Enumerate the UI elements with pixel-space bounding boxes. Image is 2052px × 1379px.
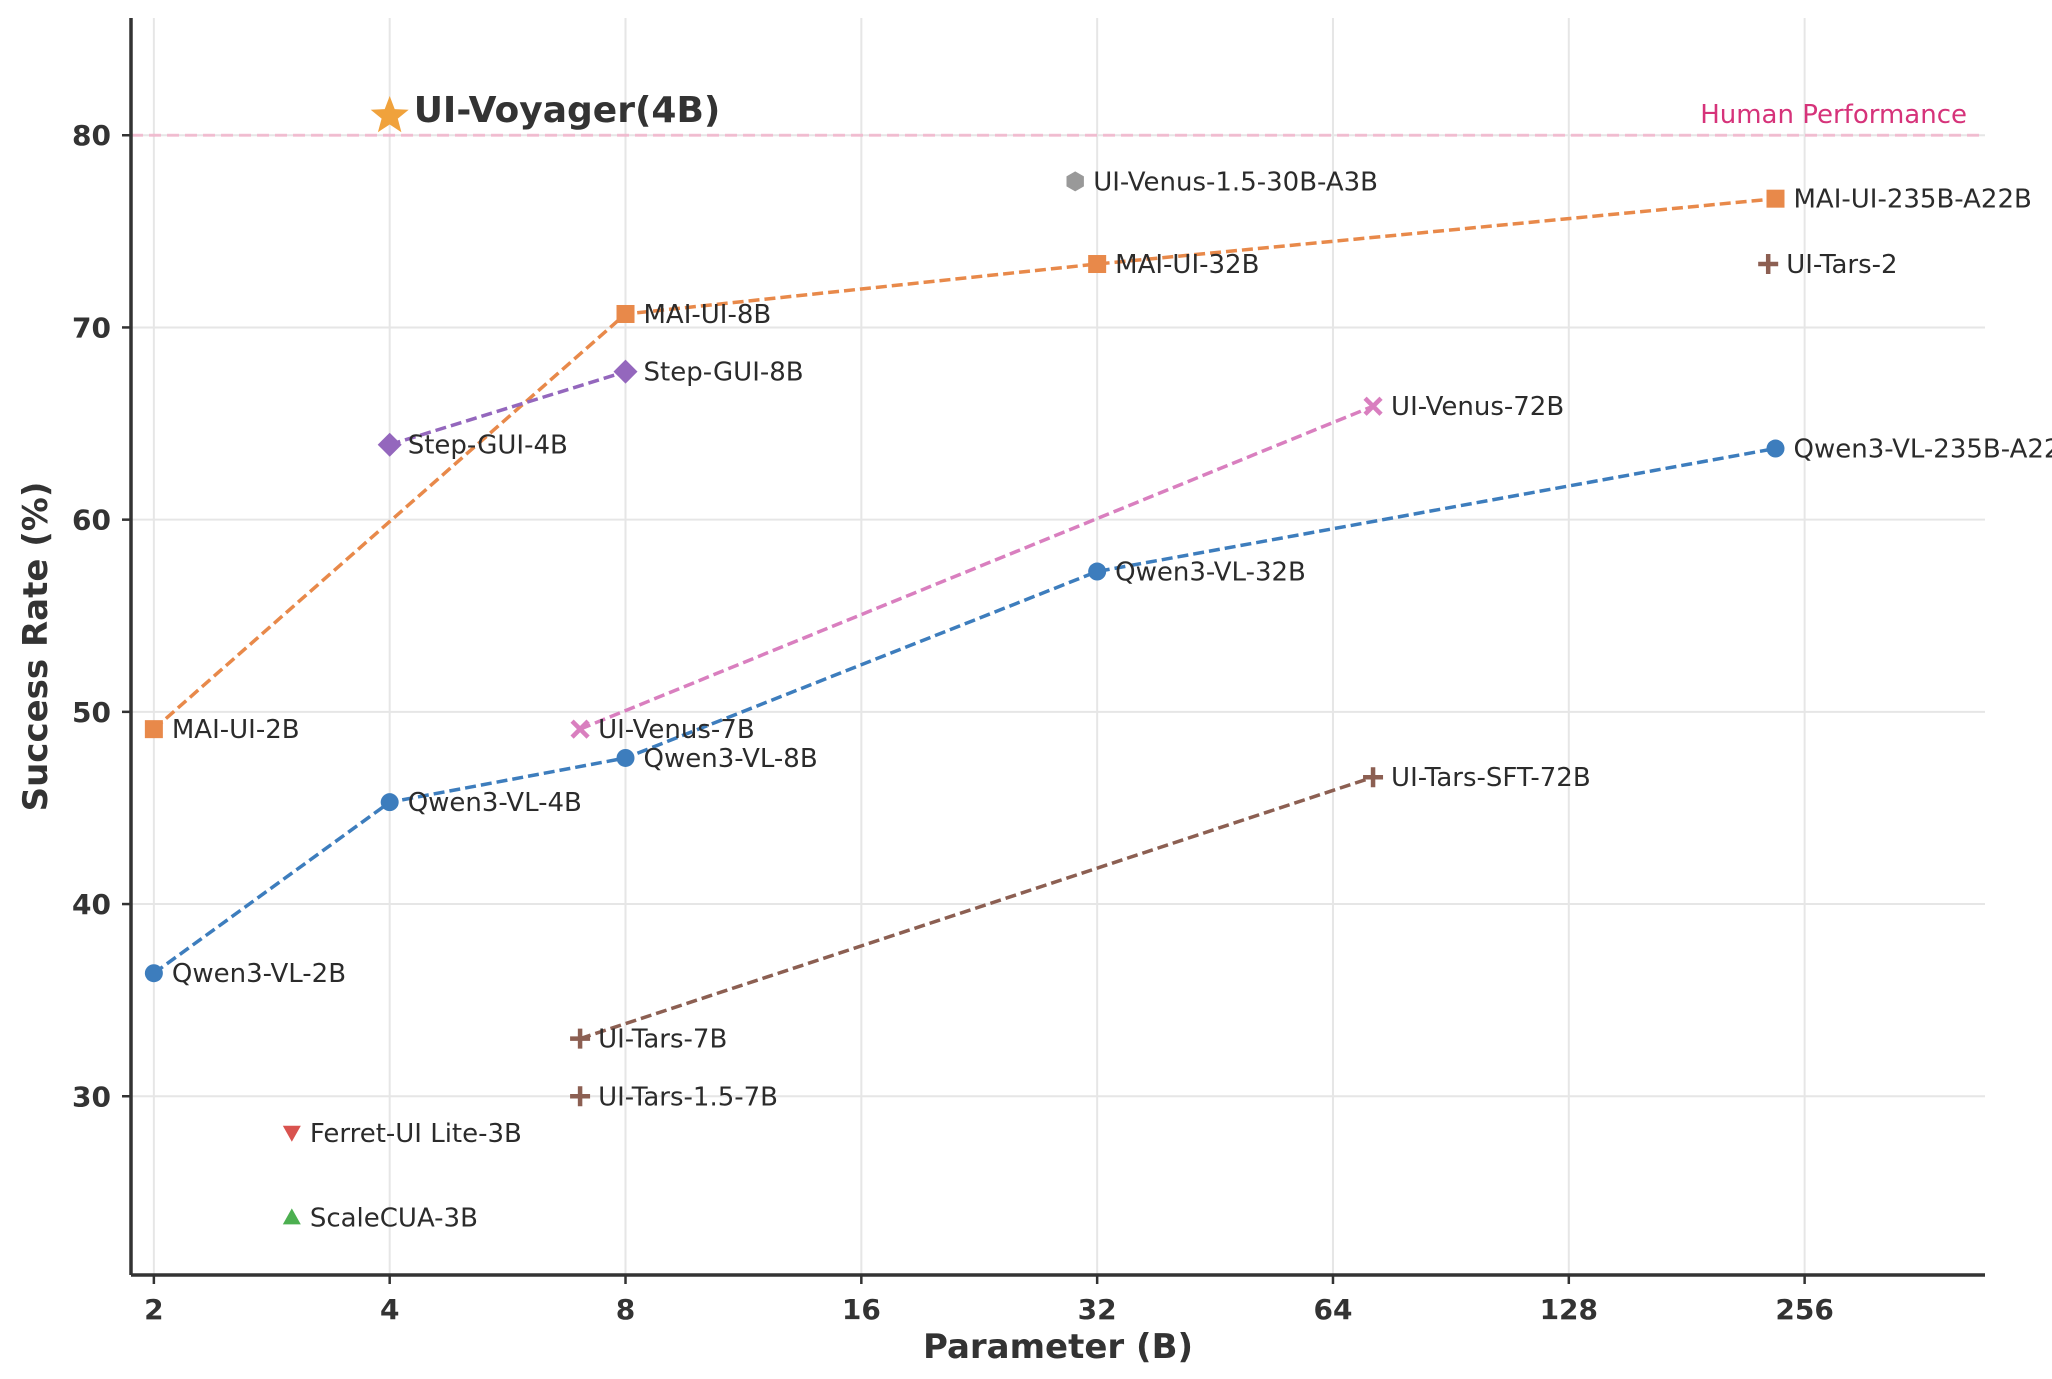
series-line-ui-venus: [579, 404, 1374, 731]
x-tick-label: 256: [1775, 1293, 1833, 1326]
highlight-star-marker: [370, 96, 409, 133]
data-point-diamond: [613, 359, 638, 384]
point-label: Step-GUI-8B: [644, 358, 804, 388]
series-line-step-gui: [389, 370, 627, 447]
human-performance-reference: Human Performance: [131, 100, 1985, 137]
series-line-mai-ui: [152, 196, 1776, 731]
series-lines: [152, 196, 1776, 1041]
point-label: Step-GUI-4B: [408, 431, 568, 461]
data-point-plus: [570, 1028, 591, 1049]
point-label: Qwen3-VL-235B-A22B: [1794, 435, 2052, 465]
x-tick-label: 128: [1540, 1293, 1598, 1326]
data-point-square: [1088, 255, 1107, 274]
point-label: Qwen3-VL-8B: [644, 744, 818, 774]
point-labels: MAI-UI-2B MAI-UI-8B MAI-UI-32B MAI-UI-235B-…: [172, 167, 2052, 1233]
y-axis-title: Success Rate (%): [16, 482, 56, 812]
data-point-diamond: [377, 432, 402, 457]
highlight: UI-Voyager(4B): [370, 90, 721, 133]
x-tick-label: 4: [380, 1293, 399, 1326]
highlight-label: UI-Voyager(4B): [414, 90, 721, 131]
y-tick-label: 60: [72, 504, 111, 537]
axes: [129, 18, 1985, 1277]
point-label: MAI-UI-32B: [1115, 250, 1259, 280]
y-tick-label: 50: [72, 696, 111, 729]
point-label: Qwen3-VL-4B: [408, 788, 582, 818]
point-label: MAI-UI-2B: [172, 715, 300, 745]
x-tick-label: 8: [616, 1293, 635, 1326]
y-tick-label: 30: [72, 1080, 111, 1113]
data-point-triangle-up: [282, 1208, 301, 1225]
data-point-circle: [1088, 562, 1107, 581]
point-label: Ferret-UI Lite-3B: [310, 1119, 522, 1149]
axis-ticks: 2 4 8 16 32 64 128 256 30 40 50 60 70 80: [72, 119, 1834, 1326]
x-tick-label: 32: [1078, 1293, 1117, 1326]
y-tick-label: 80: [72, 119, 111, 152]
data-point-plus: [1758, 254, 1779, 275]
data-point-square: [1766, 189, 1785, 208]
point-label: UI-Venus-7B: [598, 715, 755, 745]
data-point-triangle-down: [282, 1125, 301, 1142]
point-label: UI-Tars-7B: [598, 1025, 727, 1055]
data-point-square: [616, 304, 635, 323]
point-label: UI-Venus-1.5-30B-A3B: [1093, 167, 1378, 197]
point-label: MAI-UI-235B-A22B: [1794, 185, 2032, 215]
series-line-ui-tars: [579, 775, 1374, 1041]
x-tick-label: 2: [144, 1293, 163, 1326]
data-point-square: [144, 720, 163, 739]
point-label: UI-Tars-SFT-72B: [1391, 763, 1591, 793]
data-point-circle: [1766, 439, 1785, 458]
point-label: UI-Tars-2: [1786, 250, 1897, 280]
data-point-x: [570, 719, 590, 739]
x-axis-title: Parameter (B): [923, 1327, 1193, 1367]
x-tick-label: 64: [1313, 1293, 1352, 1326]
y-tick-label: 70: [72, 311, 111, 344]
point-label: ScaleCUA-3B: [310, 1203, 478, 1233]
human-performance-label: Human Performance: [1700, 100, 1967, 130]
data-point-x: [1363, 396, 1383, 416]
point-label: MAI-UI-8B: [644, 300, 772, 330]
data-point-circle: [144, 964, 163, 983]
data-markers: [144, 171, 1785, 1225]
x-tick-label: 16: [842, 1293, 881, 1326]
data-point-circle: [616, 748, 635, 767]
point-label: UI-Tars-1.5-7B: [598, 1082, 778, 1112]
point-label: Qwen3-VL-2B: [172, 959, 346, 989]
point-label: UI-Venus-72B: [1391, 392, 1564, 422]
data-point-plus: [570, 1086, 591, 1107]
y-tick-label: 40: [72, 888, 111, 921]
data-point-circle: [380, 793, 399, 812]
point-label: Qwen3-VL-32B: [1115, 558, 1306, 588]
data-point-plus: [1363, 767, 1384, 788]
data-point-hexagon: [1066, 171, 1084, 192]
